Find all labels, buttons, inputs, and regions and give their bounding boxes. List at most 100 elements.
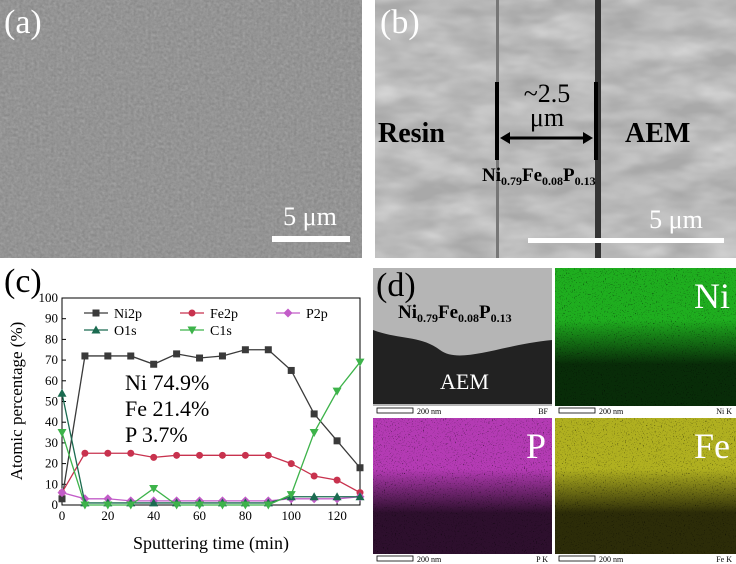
annotation: Fe 21.4%: [125, 396, 209, 421]
marker: [240, 501, 250, 510]
marker: [104, 449, 112, 457]
marker: [286, 491, 296, 500]
marker: [103, 501, 113, 510]
element-label: Ni: [694, 276, 730, 316]
x-tick-label: 60: [193, 508, 206, 523]
marker: [287, 460, 295, 468]
legend-marker: [91, 325, 101, 334]
marker: [264, 451, 272, 459]
map-noise: [373, 418, 552, 564]
scale-bar-label: 200 nm: [599, 555, 624, 564]
panel-d: (d) Ni0.79Fe0.08P0.13 AEM: [373, 267, 736, 564]
panel-label: (b): [380, 4, 420, 41]
annotation: Ni 74.9%: [125, 370, 209, 395]
marker: [127, 352, 135, 360]
marker: [310, 472, 318, 480]
marker: [333, 476, 341, 484]
marker: [263, 501, 273, 510]
legend-label: O1s: [114, 324, 137, 339]
formula: Ni0.79Fe0.08P0.13: [482, 165, 596, 188]
x-tick-label: 120: [327, 508, 347, 523]
panel-b: (b) ~2.5 μm Resin AEM Ni0.79Fe0.08P0.13 …: [375, 0, 736, 258]
aem-region: [373, 330, 552, 404]
series-line: [61, 452, 361, 494]
marker: [355, 492, 365, 501]
marker: [173, 350, 181, 358]
marker: [126, 501, 136, 510]
label-strip: [373, 554, 552, 564]
marker: [355, 358, 365, 367]
marker: [58, 495, 66, 503]
legend-marker: [283, 308, 293, 318]
legend-marker: [188, 309, 196, 317]
map-noise: [555, 418, 736, 564]
thickness-unit: μm: [530, 103, 564, 132]
legend-label: P2p: [306, 307, 328, 322]
x-tick-label: 40: [147, 508, 160, 523]
marker: [309, 429, 319, 438]
panel-label: (d): [376, 267, 416, 304]
marker: [81, 352, 89, 360]
aem-label: AEM: [440, 369, 489, 394]
scale-bar-label: 5 μm: [283, 202, 337, 231]
annotation: P 3.7%: [125, 422, 188, 447]
channel-label: P K: [536, 555, 548, 564]
label-strip: [555, 406, 736, 416]
panel-a: (a) 5 μm: [0, 0, 362, 258]
scale-bar: [376, 407, 414, 414]
channel-label: Fe K: [716, 555, 732, 564]
y-tick-label: 20: [45, 456, 58, 471]
scale-bar-label: 5 μm: [649, 205, 703, 234]
scale-bar: [558, 407, 596, 414]
marker: [150, 360, 158, 368]
element-label: P: [526, 426, 546, 466]
x-tick-label: 100: [281, 508, 301, 523]
marker: [333, 437, 341, 445]
marker: [241, 346, 249, 354]
series-line: [61, 393, 360, 504]
label-strip: [373, 406, 552, 416]
series-line: [61, 349, 361, 499]
element-label: Fe: [694, 426, 730, 466]
resin-label: Resin: [378, 118, 445, 149]
legend-label: C1s: [210, 324, 232, 339]
thickness: ~2.5: [524, 79, 571, 108]
y-tick-label: 60: [45, 373, 58, 388]
marker: [195, 501, 205, 510]
scale-bar-label: 200 nm: [599, 407, 624, 416]
scale-bar-label: 200 nm: [417, 407, 442, 416]
panel-label: (a): [4, 4, 42, 41]
sem-texture: [0, 0, 362, 258]
legend-label: Ni2p: [114, 307, 142, 322]
scale-bar: [272, 236, 350, 242]
marker: [104, 352, 112, 360]
marker: [150, 453, 158, 461]
marker: [287, 366, 295, 374]
y-tick-label: 90: [45, 311, 58, 326]
y-tick-label: 40: [45, 414, 58, 429]
marker: [57, 429, 67, 438]
marker: [332, 492, 342, 501]
x-axis-label: Sputtering time (min): [133, 533, 289, 554]
y-tick-label: 0: [52, 497, 59, 512]
marker: [217, 501, 227, 510]
y-tick-label: 50: [45, 394, 58, 409]
scale-bar: [376, 555, 414, 562]
marker: [309, 492, 319, 501]
y-tick-label: 70: [45, 352, 58, 367]
marker: [218, 352, 226, 360]
y-tick-label: 30: [45, 435, 58, 450]
panel-c: (c) Atomic percentage (%) Sputtering tim…: [4, 263, 365, 554]
arrow-head: [500, 132, 593, 144]
marker: [149, 498, 159, 507]
y-tick-label: 100: [39, 290, 59, 305]
scale-bar: [558, 555, 596, 562]
panel-label: (c): [4, 263, 42, 300]
marker: [80, 501, 90, 510]
legend-label: Fe2p: [210, 307, 238, 322]
x-tick-label: 0: [59, 508, 66, 523]
y-tick-label: 10: [45, 476, 58, 491]
marker: [173, 451, 181, 459]
marker: [81, 449, 89, 457]
